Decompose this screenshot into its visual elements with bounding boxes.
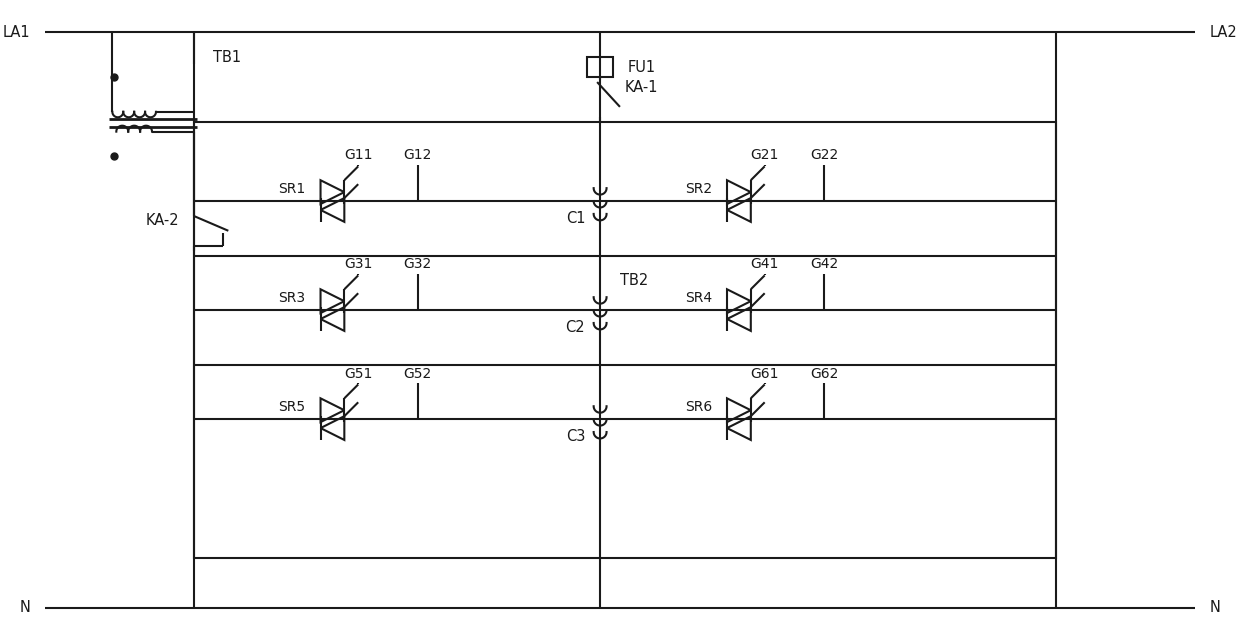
Bar bbox=[588, 58, 613, 77]
Text: KA-1: KA-1 bbox=[625, 79, 658, 95]
Text: G31: G31 bbox=[343, 257, 372, 271]
Text: SR2: SR2 bbox=[684, 182, 712, 196]
Text: G21: G21 bbox=[750, 148, 779, 163]
Text: LA1: LA1 bbox=[2, 25, 30, 40]
Text: TB1: TB1 bbox=[213, 50, 242, 65]
Text: G41: G41 bbox=[750, 257, 779, 271]
Text: G32: G32 bbox=[403, 257, 432, 271]
Text: KA-2: KA-2 bbox=[145, 213, 179, 228]
Text: SR5: SR5 bbox=[279, 400, 306, 414]
Text: N: N bbox=[1210, 600, 1220, 615]
Bar bbox=[193, 122, 1056, 558]
Text: C2: C2 bbox=[565, 321, 585, 335]
Text: G61: G61 bbox=[750, 367, 779, 381]
Text: G62: G62 bbox=[810, 367, 838, 381]
Text: TB2: TB2 bbox=[620, 273, 649, 288]
Text: G51: G51 bbox=[343, 367, 372, 381]
Text: G52: G52 bbox=[403, 367, 432, 381]
Text: SR6: SR6 bbox=[684, 400, 712, 414]
Text: FU1: FU1 bbox=[627, 60, 656, 75]
Text: G42: G42 bbox=[810, 257, 838, 271]
Text: G11: G11 bbox=[343, 148, 372, 163]
Text: G12: G12 bbox=[403, 148, 432, 163]
Text: SR3: SR3 bbox=[279, 291, 306, 305]
Text: N: N bbox=[19, 600, 30, 615]
Text: LA2: LA2 bbox=[1210, 25, 1238, 40]
Text: SR1: SR1 bbox=[279, 182, 306, 196]
Text: C3: C3 bbox=[565, 429, 585, 445]
Text: C1: C1 bbox=[565, 211, 585, 227]
Text: G22: G22 bbox=[810, 148, 838, 163]
Text: SR4: SR4 bbox=[684, 291, 712, 305]
